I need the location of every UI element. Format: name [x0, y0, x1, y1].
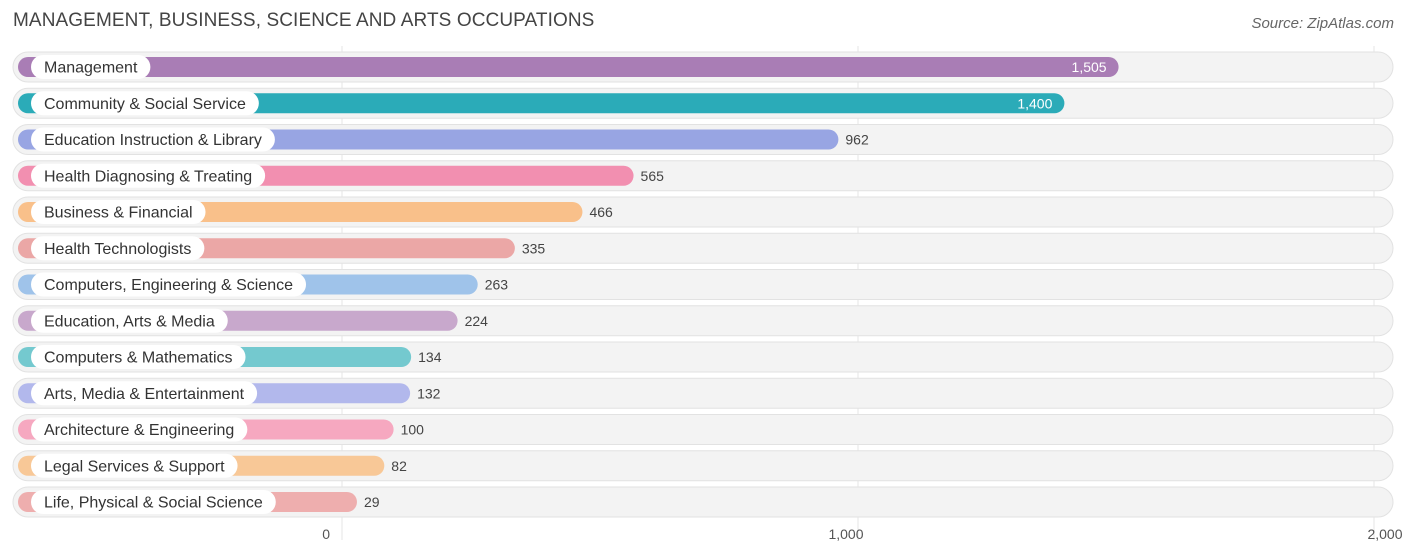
- bar-label: Computers, Engineering & Science: [44, 277, 293, 294]
- bar-label: Community & Social Service: [44, 96, 246, 113]
- bar-label-pill: [31, 308, 228, 333]
- rows-layer: Management 1,505 Community & Social Servic…: [12, 51, 1394, 518]
- value-label: 29: [364, 494, 380, 510]
- x-tick-label: 1,000: [828, 526, 863, 542]
- value-label: 134: [418, 349, 442, 365]
- bar-label: Education Instruction & Library: [44, 132, 262, 149]
- bar-label-pill: [31, 381, 258, 406]
- chart-source: Source: ZipAtlas.com: [1251, 15, 1394, 32]
- value-label: 82: [391, 458, 407, 474]
- value-label: 335: [522, 240, 546, 256]
- value-label: 132: [417, 385, 441, 401]
- bar-label-pill: [31, 236, 205, 261]
- bar-label-pill: [31, 345, 246, 369]
- value-label: 224: [465, 313, 489, 329]
- bar-label-pill: [31, 127, 275, 152]
- bar-label: Life, Physical & Social Science: [44, 495, 263, 512]
- bar-label: Business & Financial: [44, 205, 193, 222]
- value-label: 263: [485, 277, 509, 293]
- value-label: 466: [589, 204, 613, 220]
- bar-label: Health Technologists: [44, 241, 191, 258]
- bar-label-pill: [31, 453, 238, 478]
- bar-label: Management: [44, 60, 138, 77]
- value-label: 1,400: [1017, 95, 1052, 111]
- x-tick-label: 0: [322, 526, 330, 542]
- bar-label-pill: [31, 490, 276, 514]
- x-tick-label: 2,000: [1367, 526, 1402, 542]
- bar: [18, 57, 1119, 77]
- bar-label-pill: [31, 163, 266, 188]
- bar-label-pill: [31, 91, 259, 116]
- bar-label-pill: [31, 55, 151, 79]
- bar-label: Education, Arts & Media: [44, 313, 215, 330]
- bar-label-pill: [31, 272, 307, 297]
- chart-title: MANAGEMENT, BUSINESS, SCIENCE AND ARTS O…: [13, 10, 595, 31]
- value-label: 1,505: [1072, 59, 1107, 75]
- row-track: [12, 486, 1394, 518]
- bar-label: Legal Services & Support: [44, 458, 225, 475]
- bar-label: Architecture & Engineering: [44, 422, 234, 439]
- bar-label-pill: [31, 417, 248, 442]
- x-axis-ticks: 0 1,000 2,000: [322, 526, 1403, 542]
- bar-label-pill: [31, 200, 206, 224]
- value-label: 100: [401, 422, 425, 438]
- value-label: 962: [845, 132, 869, 148]
- bar: [18, 93, 1065, 114]
- bar-label: Computers & Mathematics: [44, 350, 233, 367]
- bar-label: Arts, Media & Entertainment: [44, 386, 245, 403]
- bar-label: Health Diagnosing & Treating: [44, 168, 252, 185]
- value-label: 565: [641, 168, 665, 184]
